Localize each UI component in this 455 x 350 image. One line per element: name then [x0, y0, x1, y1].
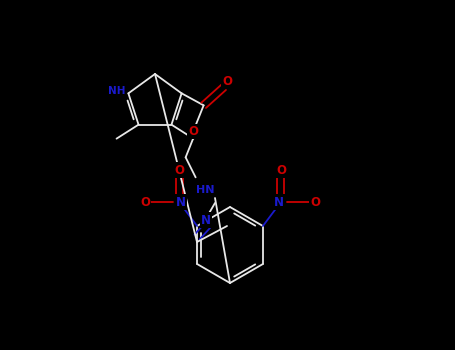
Text: N: N [201, 214, 211, 226]
Text: O: O [140, 196, 150, 209]
Text: O: O [189, 125, 199, 138]
Text: O: O [174, 163, 184, 176]
Text: NH: NH [108, 86, 125, 96]
Text: O: O [310, 196, 320, 209]
Text: O: O [222, 75, 233, 88]
Text: HN: HN [196, 185, 214, 195]
Text: N: N [176, 196, 186, 209]
Text: N: N [274, 196, 284, 209]
Text: O: O [276, 163, 286, 176]
